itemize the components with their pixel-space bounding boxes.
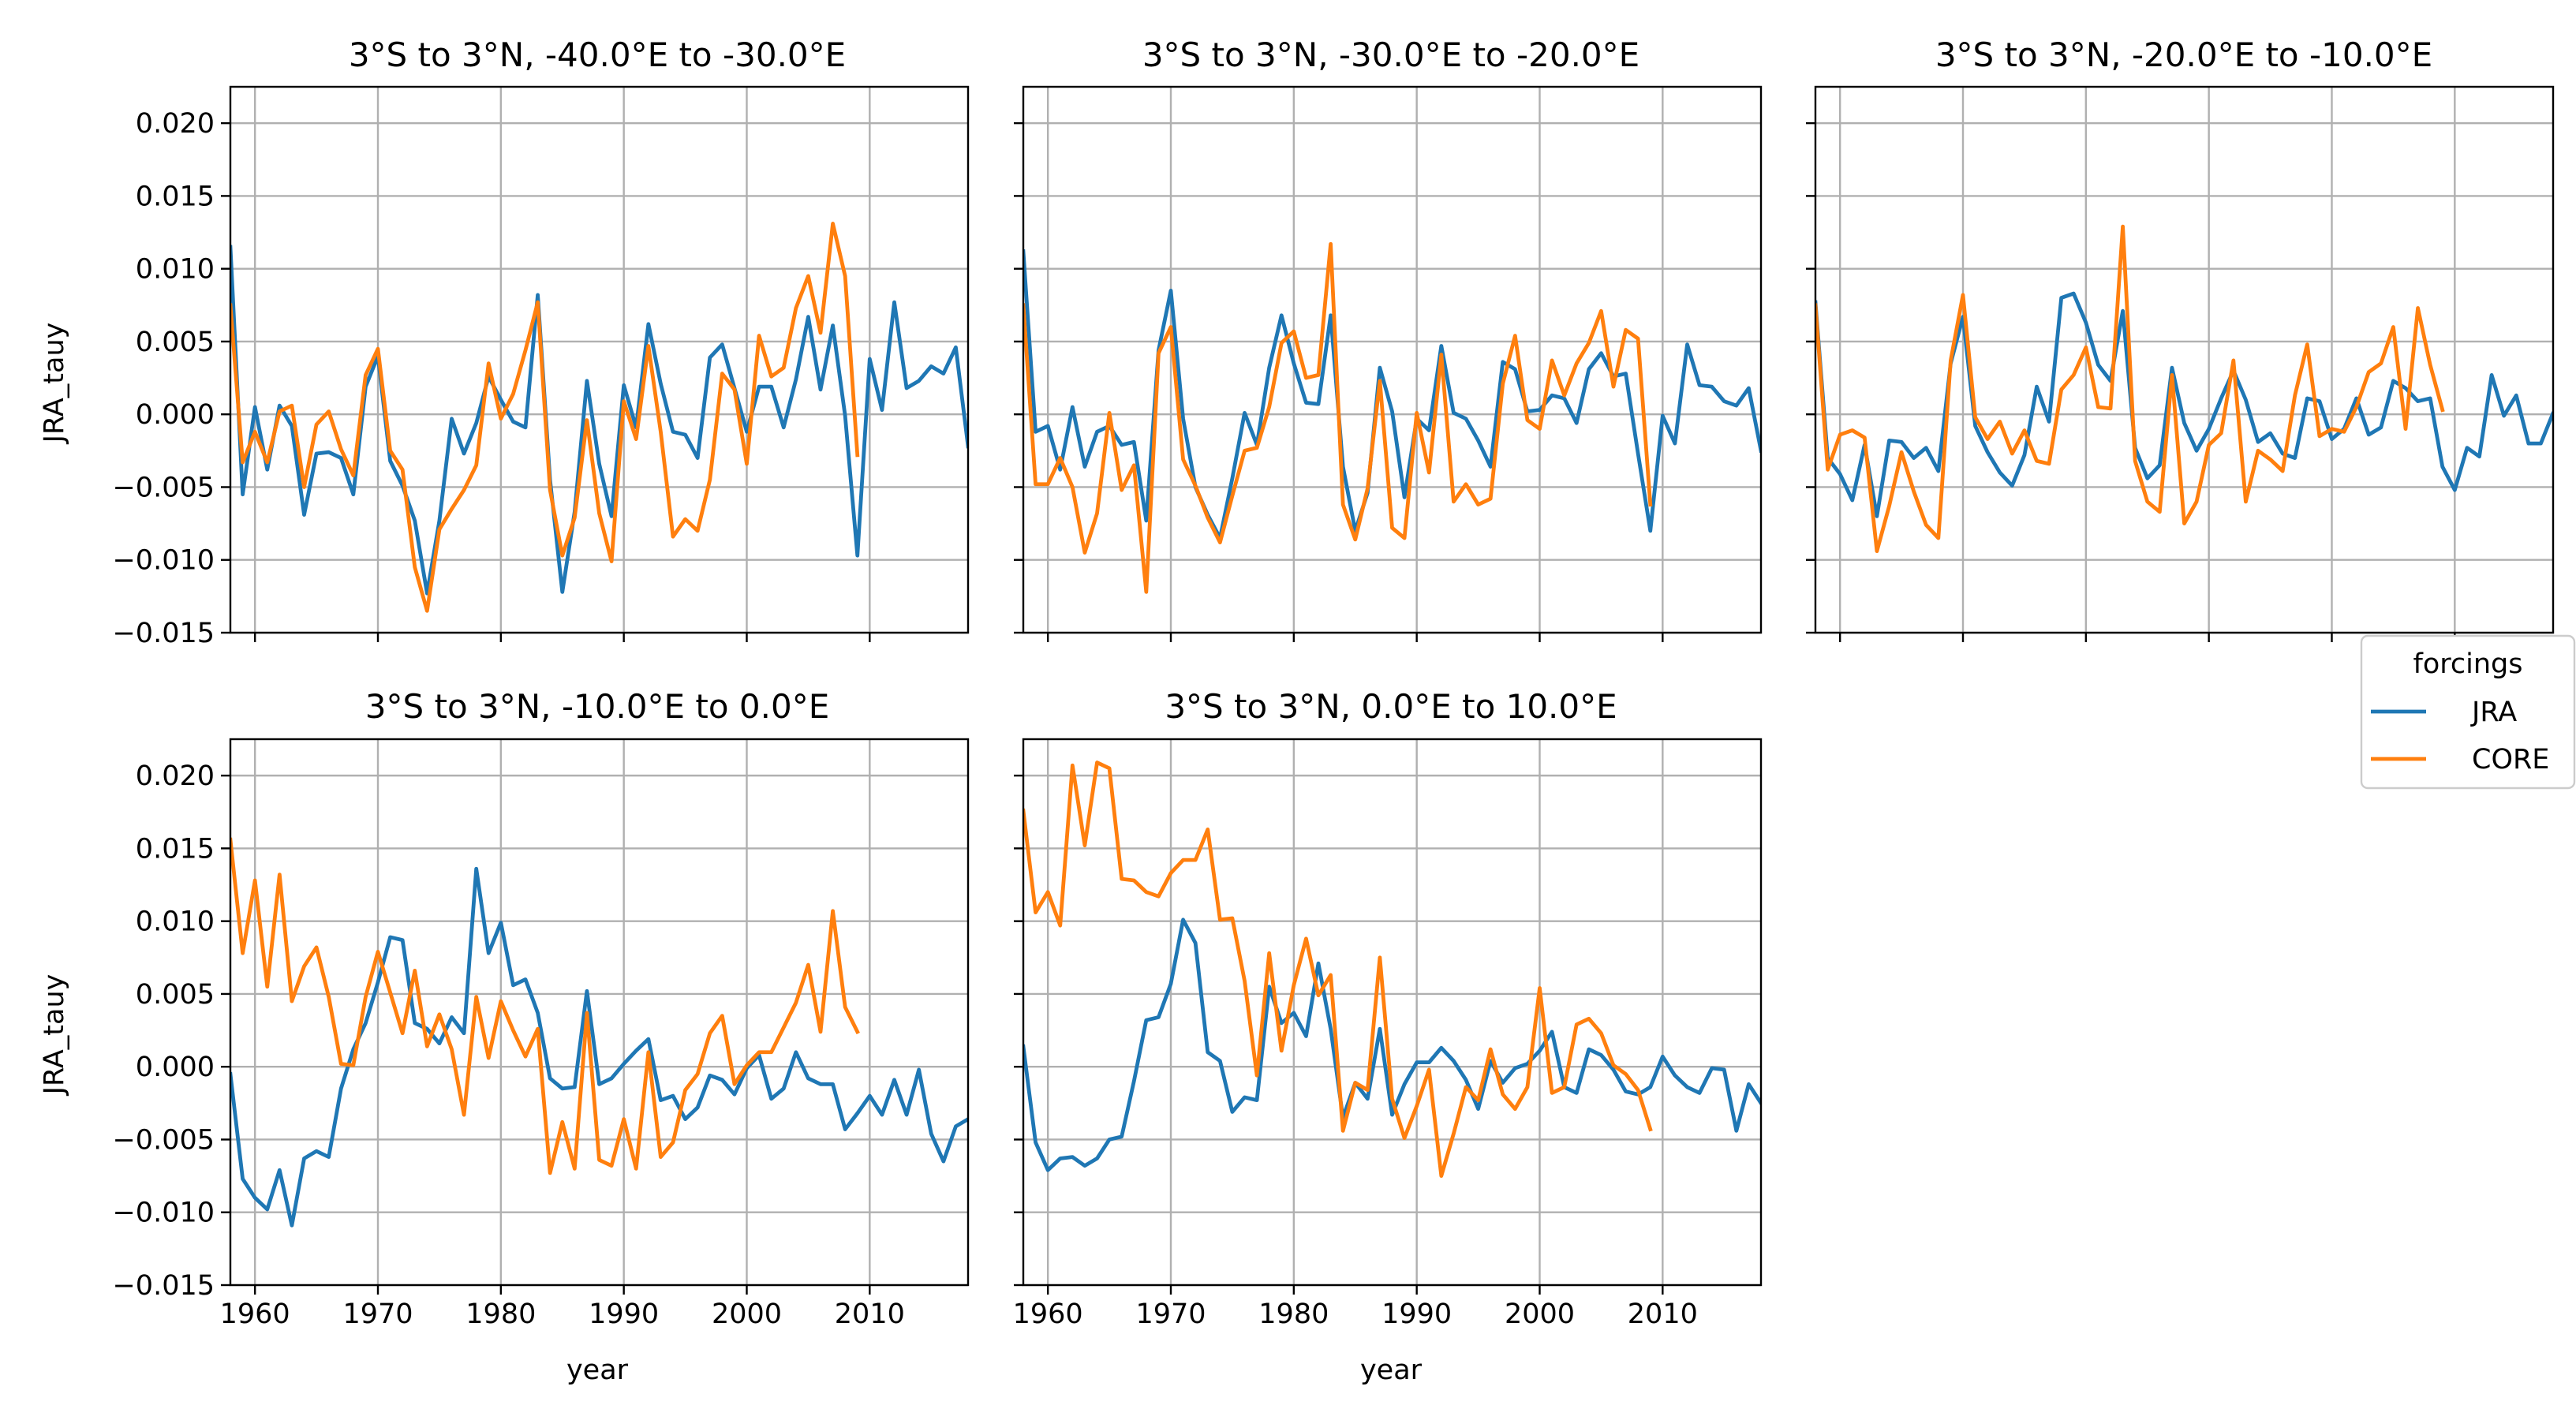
panel-1-ytick-label-1: −0.010 bbox=[112, 545, 215, 577]
panel-1-series bbox=[230, 222, 968, 613]
panel-5-ticks: 1960 1970 1980 1990 2000 2010 bbox=[1013, 774, 1698, 1330]
panel-4-ytick-label-4: 0.005 bbox=[136, 979, 215, 1011]
panel-1-ytick-label-3: 0.000 bbox=[136, 399, 215, 431]
legend-title: forcings bbox=[2413, 648, 2523, 680]
panel-4-series-core-line bbox=[230, 837, 860, 1175]
panel-1-ytick-label-0: −0.015 bbox=[112, 618, 215, 649]
panel-4-ytick-label-5: 0.010 bbox=[136, 906, 215, 938]
panel-3-series-core-line bbox=[1815, 224, 2445, 554]
panel-5-xtick-label-4: 2000 bbox=[1505, 1299, 1575, 1330]
panel-3-series bbox=[1815, 224, 2553, 554]
panel-4-xlabel: year bbox=[566, 1355, 629, 1386]
panel-4-xtick-label-0: 1960 bbox=[220, 1299, 290, 1330]
panel-4-ytick-label-0: −0.015 bbox=[112, 1270, 215, 1302]
panel-5-frame bbox=[1022, 738, 1763, 1287]
panel-4-frame bbox=[229, 738, 970, 1287]
panel-4-xtick-label-3: 1990 bbox=[589, 1299, 659, 1330]
panel-2: 3°S to 3°N, -30.0°E to -20.0°E bbox=[1014, 36, 1763, 642]
legend: forcings JRA CORE bbox=[2360, 634, 2576, 790]
panel-4-ytick-label-3: 0.000 bbox=[136, 1052, 215, 1083]
panel-3: 3°S to 3°N, -20.0°E to -10.0°E bbox=[1806, 36, 2555, 642]
legend-box bbox=[2360, 634, 2576, 790]
panel-1-frame bbox=[229, 85, 970, 634]
panel-2-frame bbox=[1022, 85, 1763, 634]
panel-4-ticks: 1960 1970 1980 1990 2000 2010 −0.015 −0.010 −0.0… bbox=[112, 760, 904, 1330]
panel-1-ytick-label-7: 0.020 bbox=[136, 108, 215, 140]
legend-entry-core: CORE bbox=[2472, 744, 2549, 775]
panel-2-title: 3°S to 3°N, -30.0°E to -20.0°E bbox=[1142, 36, 1639, 74]
panel-2-series-jra-line bbox=[1023, 248, 1761, 540]
panel-5-title: 3°S to 3°N, 0.0°E to 10.0°E bbox=[1165, 687, 1617, 726]
panel-5-xtick-label-2: 1980 bbox=[1258, 1299, 1329, 1330]
panel-4-ytick-label-6: 0.015 bbox=[136, 833, 215, 865]
panel-4: 3°S to 3°N, -10.0°E to 0.0°E 1960 1970 198… bbox=[39, 687, 970, 1386]
panel-3-series-jra-line bbox=[1815, 291, 2553, 518]
panel-4-ytick-label-2: −0.005 bbox=[112, 1124, 215, 1156]
panel-5-series bbox=[1023, 760, 1761, 1178]
panel-3-frame bbox=[1814, 85, 2555, 634]
panel-4-title: 3°S to 3°N, -10.0°E to 0.0°E bbox=[365, 687, 830, 726]
panel-5-xlabel: year bbox=[1360, 1355, 1423, 1386]
panel-1-series-jra-line bbox=[230, 245, 968, 596]
panel-4-xtick-label-2: 1980 bbox=[465, 1299, 536, 1330]
panel-2-ticks bbox=[1014, 121, 1664, 642]
panel-1-ytick-label-5: 0.010 bbox=[136, 254, 215, 286]
panel-1-series-core-line bbox=[230, 222, 860, 613]
panel-5-xtick-label-0: 1960 bbox=[1013, 1299, 1083, 1330]
panel-1-ytick-label-4: 0.005 bbox=[136, 327, 215, 358]
panel-5-series-core-line bbox=[1023, 760, 1653, 1178]
panel-5-xtick-label-3: 1990 bbox=[1381, 1299, 1452, 1330]
panel-5: 3°S to 3°N, 0.0°E to 10.0°E 1960 1970 1980… bbox=[1013, 687, 1763, 1386]
panel-4-xtick-label-1: 1970 bbox=[342, 1299, 413, 1330]
panel-2-series-core-line bbox=[1023, 241, 1653, 594]
panel-4-series bbox=[230, 837, 968, 1228]
panel-4-xtick-label-4: 2000 bbox=[712, 1299, 782, 1330]
panel-5-xtick-label-1: 1970 bbox=[1135, 1299, 1206, 1330]
panel-4-ytick-label-1: −0.010 bbox=[112, 1198, 215, 1229]
panel-3-title: 3°S to 3°N, -20.0°E to -10.0°E bbox=[1935, 36, 2432, 74]
panel-5-xtick-label-5: 2010 bbox=[1628, 1299, 1698, 1330]
panel-4-ylabel: JRA_tauy bbox=[39, 974, 70, 1097]
panel-2-series bbox=[1023, 241, 1761, 594]
panel-1-ytick-label-2: −0.005 bbox=[112, 472, 215, 503]
legend-entry-jra: JRA bbox=[2470, 697, 2517, 728]
panel-1-ticks: −0.015 −0.010 −0.005 0.000 0.005 0.010 0.015 0.… bbox=[112, 108, 871, 649]
panel-1-ytick-label-6: 0.015 bbox=[136, 181, 215, 212]
panel-4-xtick-label-5: 2010 bbox=[835, 1299, 905, 1330]
panel-1-ylabel: JRA_tauy bbox=[39, 323, 70, 445]
panel-4-ytick-label-7: 0.020 bbox=[136, 760, 215, 792]
panel-1-title: 3°S to 3°N, -40.0°E to -30.0°E bbox=[349, 36, 846, 74]
panel-1: 3°S to 3°N, -40.0°E to -30.0°E −0.015−0.… bbox=[39, 36, 970, 649]
panel-4-series-jra-line bbox=[230, 866, 968, 1228]
